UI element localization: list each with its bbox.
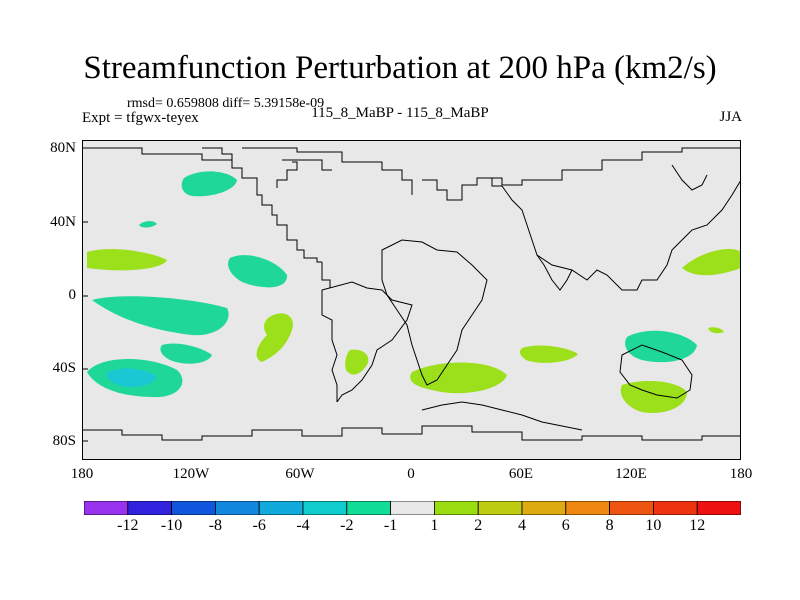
colorbar-box bbox=[214, 501, 260, 515]
coastline bbox=[82, 147, 322, 263]
colorbar-box bbox=[84, 501, 129, 515]
map-frame bbox=[82, 140, 741, 460]
experiment-label: Expt = tfgwx-teyex bbox=[82, 110, 199, 126]
colorbar-box bbox=[127, 501, 172, 515]
coastline bbox=[82, 427, 383, 441]
x-tick-label: 120W bbox=[172, 466, 210, 482]
anomaly-region bbox=[410, 362, 507, 394]
colorbar-box bbox=[609, 501, 654, 515]
colorbar-label: 4 bbox=[518, 517, 526, 534]
coastline bbox=[382, 425, 741, 441]
colorbar-box bbox=[302, 501, 348, 515]
colorbar-box bbox=[653, 501, 698, 515]
colorbar-label: 10 bbox=[645, 517, 662, 534]
anomaly-region bbox=[625, 330, 697, 363]
anomaly-region bbox=[682, 248, 741, 276]
coastline bbox=[242, 147, 413, 195]
coastline bbox=[321, 290, 338, 402]
y-tick-label: 80N bbox=[50, 140, 76, 156]
colorbar-box bbox=[390, 501, 435, 515]
x-tick-label: 180 bbox=[70, 466, 94, 482]
y-axis-ticks bbox=[82, 147, 88, 442]
anomaly-region bbox=[139, 221, 157, 228]
positive-anomalies bbox=[87, 248, 741, 414]
y-tick-label: 0 bbox=[68, 287, 77, 303]
colorbar-box bbox=[433, 501, 479, 515]
coastline bbox=[501, 179, 741, 291]
colorbar-box bbox=[346, 501, 391, 515]
colorbar-label: 6 bbox=[561, 517, 570, 534]
colorbar bbox=[84, 501, 741, 515]
colorbar-label: 8 bbox=[605, 517, 614, 534]
coastline bbox=[381, 239, 488, 386]
anomaly-region bbox=[708, 327, 724, 334]
x-tick-label: 0 bbox=[407, 466, 415, 482]
anomaly-region bbox=[181, 171, 237, 197]
x-tick-label: 60W bbox=[285, 466, 315, 482]
season-label: JJA bbox=[719, 109, 742, 125]
colorbar-label: -12 bbox=[117, 517, 139, 534]
coastline bbox=[202, 147, 233, 160]
colorbar-label: -2 bbox=[340, 517, 354, 534]
anomaly-region bbox=[256, 313, 293, 362]
coastline bbox=[619, 344, 693, 399]
map-panel bbox=[82, 140, 741, 460]
x-tick-label: 180 bbox=[729, 466, 753, 482]
negative-anomalies bbox=[87, 171, 697, 398]
colorbar-box bbox=[696, 501, 741, 515]
coastline bbox=[282, 159, 332, 171]
y-tick-label: 80S bbox=[52, 433, 76, 449]
colorbar-label: -8 bbox=[208, 517, 223, 534]
anomaly-region bbox=[106, 368, 156, 388]
y-tick-label: 40S bbox=[52, 360, 76, 376]
colorbar-label: -10 bbox=[160, 517, 183, 534]
case-label: 115_8_MaBP - 115_8_MaBP bbox=[311, 105, 489, 121]
stats-label: rmsd= 0.659808 diff= 5.39158e-09 bbox=[127, 96, 325, 111]
coastline bbox=[421, 401, 583, 431]
colorbar-box bbox=[565, 501, 610, 515]
colorbar-label: -4 bbox=[296, 517, 310, 534]
coastline bbox=[321, 281, 413, 403]
colorbar-label: -6 bbox=[252, 517, 266, 534]
colorbar-label: 2 bbox=[474, 517, 483, 534]
anomaly-region bbox=[87, 249, 167, 271]
colorbar-label: 1 bbox=[430, 517, 439, 534]
coastline bbox=[276, 161, 298, 188]
coastline bbox=[492, 147, 741, 186]
anomaly-region bbox=[92, 296, 229, 336]
colorbar-label: -1 bbox=[383, 517, 398, 534]
anomaly-region bbox=[620, 380, 687, 414]
colorbar-box bbox=[521, 501, 567, 515]
colorbar-box bbox=[477, 501, 523, 515]
coastline bbox=[671, 164, 708, 191]
anomaly-region bbox=[160, 343, 212, 364]
figure-title: Streamfunction Perturbation at 200 hPa (… bbox=[83, 50, 717, 86]
colorbar-label: 12 bbox=[689, 517, 706, 534]
coastline bbox=[321, 262, 331, 288]
colorbar-box bbox=[171, 501, 216, 515]
coastlines bbox=[82, 147, 741, 441]
y-tick-label: 40N bbox=[50, 214, 76, 230]
anomaly-region bbox=[519, 345, 578, 363]
coastline bbox=[536, 254, 573, 291]
anomaly-region bbox=[228, 255, 288, 288]
anomaly-region bbox=[345, 349, 369, 375]
colorbar-box bbox=[258, 501, 304, 515]
coastline bbox=[422, 177, 502, 201]
x-tick-label: 120E bbox=[615, 466, 647, 482]
x-tick-label: 60E bbox=[508, 466, 534, 482]
